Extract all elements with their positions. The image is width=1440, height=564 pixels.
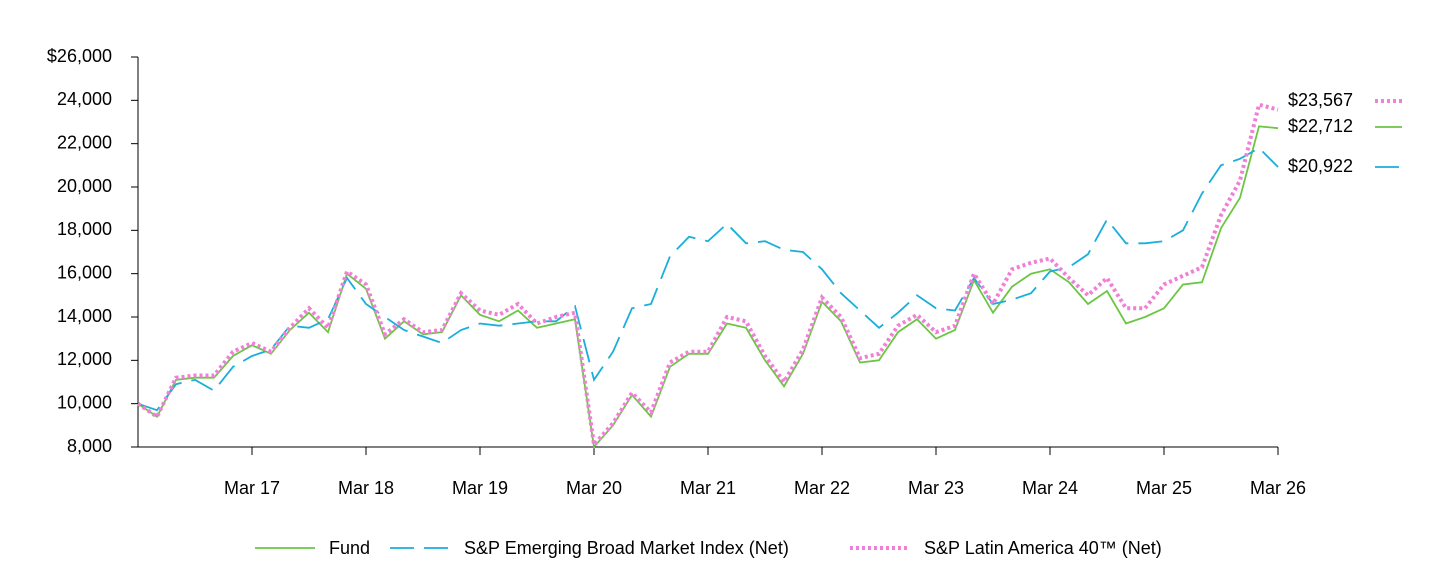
x-tick-label: Mar 21: [680, 478, 736, 498]
y-tick-label: 20,000: [57, 176, 112, 196]
series-line: [137, 146, 1279, 412]
x-tick-label: Mar 22: [794, 478, 850, 498]
y-tick-label: 8,000: [67, 436, 112, 456]
x-tick-label: Mar 25: [1136, 478, 1192, 498]
legend-label: S&P Emerging Broad Market Index (Net): [464, 538, 789, 558]
legend-label: Fund: [329, 538, 370, 558]
x-tick-label: Mar 26: [1250, 478, 1306, 498]
y-tick-label: 12,000: [57, 349, 112, 369]
y-tick-label: 10,000: [57, 392, 112, 412]
x-tick-label: Mar 17: [224, 478, 280, 498]
x-tick-label: Mar 24: [1022, 478, 1078, 498]
x-tick-label: Mar 19: [452, 478, 508, 498]
series-line: [136, 102, 1279, 450]
y-tick-label: 14,000: [57, 306, 112, 326]
y-tick-label: 18,000: [57, 219, 112, 239]
end-value-label: $23,567: [1288, 90, 1353, 110]
x-tick-label: Mar 18: [338, 478, 394, 498]
series-line: [137, 125, 1279, 450]
end-value-label: $20,922: [1288, 156, 1353, 176]
y-tick-label: 16,000: [57, 262, 112, 282]
y-tick-label: 24,000: [57, 89, 112, 109]
y-tick-label: 22,000: [57, 132, 112, 152]
x-tick-label: Mar 20: [566, 478, 622, 498]
end-value-label: $22,712: [1288, 116, 1353, 136]
legend-label: S&P Latin America 40™ (Net): [924, 538, 1162, 558]
y-tick-label: $26,000: [47, 46, 112, 66]
x-tick-label: Mar 23: [908, 478, 964, 498]
